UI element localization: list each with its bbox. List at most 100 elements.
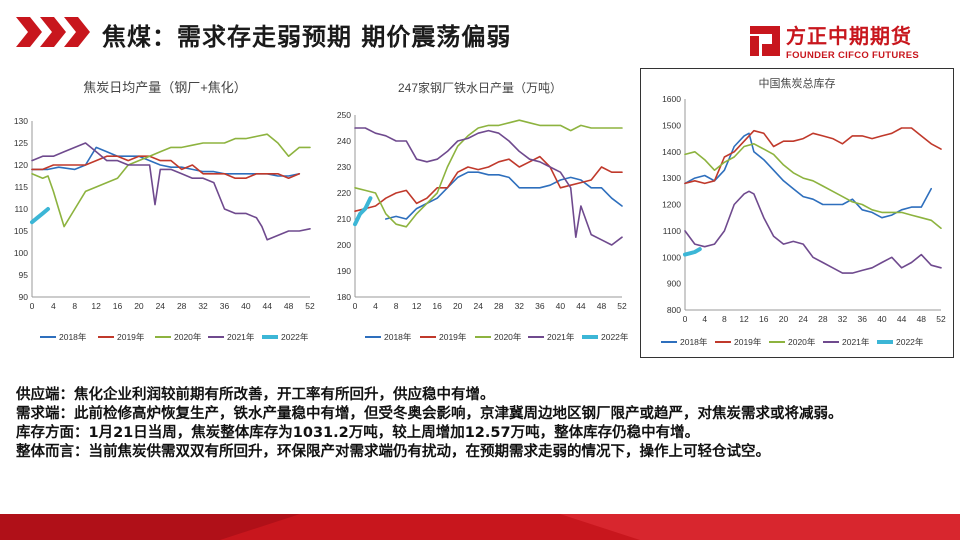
series-line-0 xyxy=(684,132,933,219)
legend-label: 2018年 xyxy=(680,337,708,347)
y-tick-label: 100 xyxy=(14,248,28,258)
y-tick-label: 240 xyxy=(337,136,351,146)
series-line-4 xyxy=(30,207,50,225)
x-tick-label: 48 xyxy=(597,301,607,311)
x-tick-label: 36 xyxy=(535,301,545,311)
y-tick-label: 1100 xyxy=(663,226,682,236)
y-tick-label: 1400 xyxy=(662,147,681,157)
x-tick-label: 40 xyxy=(241,301,251,311)
y-tick-label: 1300 xyxy=(662,173,681,183)
chart-hot-metal-output-svg: 247家钢厂铁水日产量（万吨） 180 190 200 210 220 230 240 250 0… xyxy=(337,80,629,342)
x-tick-label: 0 xyxy=(353,301,358,311)
x-tick-label: 48 xyxy=(917,314,927,324)
y-tick-label: 130 xyxy=(14,116,28,126)
chart-coke-total-inventory-svg: 中国焦炭总库存800900100011001200130014001500160… xyxy=(661,76,946,347)
x-tick-label: 12 xyxy=(739,314,749,324)
header-chevrons-decoration xyxy=(16,17,90,47)
y-tick-label: 110 xyxy=(14,204,28,214)
chart-coke-total-inventory: 中国焦炭总库存 800 900 1000 1100 1200 1300 1400 1500 160… xyxy=(640,68,954,358)
x-tick-label: 24 xyxy=(798,314,808,324)
x-tick-label: 12 xyxy=(91,301,101,311)
x-tick-label: 16 xyxy=(432,301,442,311)
chart-coke-daily-output-svg: 焦炭日均产量（钢厂+焦化） 90 95 100 105 110 115 120 125 130 0 4… xyxy=(14,80,315,342)
legend-label: 2022年 xyxy=(281,332,309,342)
chart-title: 焦炭日均产量（钢厂+焦化） xyxy=(83,80,247,95)
x-tick-label: 48 xyxy=(284,301,294,311)
y-tick-label: 1500 xyxy=(662,120,681,130)
legend-label: 2020年 xyxy=(788,337,816,347)
legend-label: 2021年 xyxy=(842,337,870,347)
legend-label: 2019年 xyxy=(117,332,145,342)
logo-text-en: FOUNDER CIFCO FUTURES xyxy=(786,50,919,61)
series-line-3 xyxy=(684,190,942,274)
legend-label: 2019年 xyxy=(734,337,762,347)
series-line-2 xyxy=(684,143,942,229)
x-tick-label: 28 xyxy=(177,301,187,311)
x-tick-label: 8 xyxy=(394,301,399,311)
x-tick-label: 28 xyxy=(494,301,504,311)
series-line-4 xyxy=(683,247,702,257)
y-tick-label: 115 xyxy=(14,182,28,192)
conclusion-paragraph: 整体而言：当前焦炭供需双双有所回升，环保限产对需求端仍有扰动，在预期需求走弱的情… xyxy=(16,444,770,460)
logo-text-cn: 方正中期期货 xyxy=(786,24,912,48)
y-tick-label: 200 xyxy=(337,240,351,250)
y-tick-label: 220 xyxy=(337,188,351,198)
series-line-0 xyxy=(384,171,623,220)
y-tick-label: 230 xyxy=(337,162,351,172)
series-line-2 xyxy=(354,119,623,228)
x-tick-label: 40 xyxy=(877,314,887,324)
footer-bar xyxy=(0,514,960,540)
chevron-1 xyxy=(16,17,42,47)
x-tick-label: 36 xyxy=(857,314,867,324)
legend-label: 2021年 xyxy=(227,332,255,342)
y-tick-label: 210 xyxy=(337,214,351,224)
y-tick-label: 1000 xyxy=(662,252,681,262)
supply-paragraph: 供应端：焦化企业利润较前期有所改善，开工率有所回升，供应稳中有增。 xyxy=(16,387,495,403)
legend-label: 2020年 xyxy=(494,332,522,342)
series-line-3 xyxy=(354,127,623,246)
analysis-text: 供应端：焦化企业利润较前期有所改善，开工率有所回升，供应稳中有增。 需求端：此前… xyxy=(16,386,951,462)
x-tick-label: 16 xyxy=(113,301,123,311)
y-tick-label: 250 xyxy=(337,110,351,120)
chevron-2 xyxy=(40,17,66,47)
x-tick-label: 52 xyxy=(936,314,946,324)
legend-label: 2022年 xyxy=(601,332,629,342)
x-tick-label: 16 xyxy=(759,314,769,324)
x-tick-label: 52 xyxy=(305,301,315,311)
x-tick-label: 32 xyxy=(838,314,848,324)
x-tick-label: 20 xyxy=(453,301,463,311)
y-tick-label: 180 xyxy=(337,292,351,302)
x-tick-label: 44 xyxy=(262,301,272,311)
x-tick-label: 52 xyxy=(617,301,627,311)
x-tick-label: 32 xyxy=(515,301,525,311)
x-tick-label: 4 xyxy=(51,301,56,311)
legend-label: 2019年 xyxy=(439,332,467,342)
x-tick-label: 44 xyxy=(897,314,907,324)
x-tick-label: 24 xyxy=(473,301,483,311)
y-tick-label: 90 xyxy=(19,292,29,302)
legend-label: 2021年 xyxy=(547,332,575,342)
x-tick-label: 20 xyxy=(779,314,789,324)
series-line-2 xyxy=(31,133,311,228)
series-line-1 xyxy=(354,155,623,212)
y-tick-label: 105 xyxy=(14,226,28,236)
x-tick-label: 28 xyxy=(818,314,828,324)
x-tick-label: 0 xyxy=(683,314,688,324)
x-tick-label: 40 xyxy=(556,301,566,311)
chart-title: 中国焦炭总库存 xyxy=(759,76,836,90)
y-tick-label: 1200 xyxy=(662,200,681,210)
legend-label: 2018年 xyxy=(384,332,412,342)
y-tick-label: 95 xyxy=(19,270,29,280)
x-tick-label: 32 xyxy=(198,301,208,311)
x-tick-label: 0 xyxy=(30,301,35,311)
series-line-0 xyxy=(31,146,301,177)
x-tick-label: 44 xyxy=(576,301,586,311)
y-tick-label: 190 xyxy=(337,266,351,276)
y-tick-label: 1600 xyxy=(662,94,681,104)
x-tick-label: 4 xyxy=(373,301,378,311)
page-title: 焦煤：需求存走弱预期 期价震荡偏弱 xyxy=(102,23,512,51)
legend-label: 2020年 xyxy=(174,332,202,342)
inventory-paragraph: 库存方面：1月21日当周，焦炭整体库存为1031.2万吨，较上周增加12.57万… xyxy=(16,425,700,441)
x-tick-label: 36 xyxy=(220,301,230,311)
legend-label: 2022年 xyxy=(896,337,924,347)
